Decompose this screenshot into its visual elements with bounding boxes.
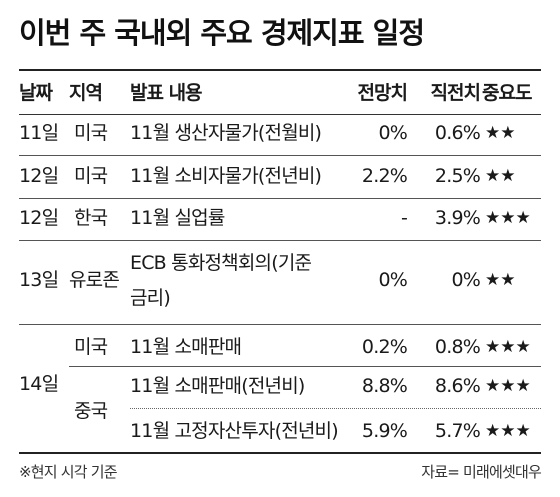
row-4-region: 유로존 <box>69 269 120 291</box>
row-4-forecast: 0% <box>378 269 407 291</box>
row-2-previous: 2.5% <box>434 165 481 187</box>
row-5-previous: 0.8% <box>434 336 481 358</box>
row-7-content: 11월 고정자산투자(전년비) <box>130 420 339 442</box>
row-6-forecast: 8.8% <box>361 375 408 397</box>
row-6-previous: 8.6% <box>434 375 481 397</box>
row-3-date: 12일 <box>19 207 59 229</box>
row-2-region: 미국 <box>74 165 108 187</box>
row-5-region: 미국 <box>74 336 108 358</box>
page-title: 이번 주 국내외 주요 경제지표 일정 <box>19 16 425 50</box>
row-6-importance: ★★★ <box>485 376 531 396</box>
row-1-region: 미국 <box>74 122 108 144</box>
header-forecast: 전망치 <box>357 82 408 104</box>
row-2-importance: ★★ <box>485 166 516 186</box>
row-1-content: 11월 생산자물가(전월비) <box>130 122 322 144</box>
row-7-forecast: 5.9% <box>361 420 408 442</box>
row-2-content: 11월 소비자물가(전년비) <box>130 165 322 187</box>
header-previous: 직전치 <box>430 82 481 104</box>
header-content: 발표 내용 <box>130 82 203 104</box>
row-4-previous: 0% <box>451 269 480 291</box>
row-3-region: 한국 <box>74 207 108 229</box>
row-6-content: 11월 소매판매(전년비) <box>130 375 305 397</box>
row-rule <box>19 155 541 156</box>
row-2-date: 12일 <box>19 165 59 187</box>
row-1-previous: 0.6% <box>434 122 481 144</box>
row-5-content: 11월 소매판매 <box>130 336 242 358</box>
row-dotted-rule <box>130 408 541 409</box>
row-rule <box>19 324 541 325</box>
row-rule <box>19 240 541 241</box>
row-7-previous: 5.7% <box>434 420 481 442</box>
table-top-rule <box>19 69 541 71</box>
row-7-importance: ★★★ <box>485 421 531 441</box>
header-importance: 중요도 <box>482 82 532 104</box>
row-2-forecast: 2.2% <box>361 165 408 187</box>
header-date: 날짜 <box>19 82 53 104</box>
row-4-date: 13일 <box>19 269 59 291</box>
row-4-importance: ★★ <box>485 270 516 290</box>
table-bottom-rule <box>19 452 541 454</box>
row-3-forecast: - <box>400 207 408 229</box>
row-4-content-line-1: ECB 통화정책회의(기준 <box>130 252 312 274</box>
row-5-importance: ★★★ <box>485 337 531 357</box>
row-4-content-line-2: 금리) <box>130 287 171 309</box>
row-3-previous: 3.9% <box>434 207 481 229</box>
row-1-forecast: 0% <box>378 122 407 144</box>
header-region: 지역 <box>69 82 103 104</box>
row-6-region: 중국 <box>74 400 108 422</box>
source-credit: 자료= 미래에셋대우 <box>421 463 542 481</box>
row-1-date: 11일 <box>19 122 59 144</box>
row-3-content: 11월 실업률 <box>130 207 225 229</box>
row-rule <box>19 198 541 199</box>
row-5-date: 14일 <box>19 373 59 395</box>
footnote: ※현지 시각 기준 <box>19 463 118 481</box>
row-1-importance: ★★ <box>485 123 516 143</box>
header-rule <box>19 114 541 115</box>
row-3-importance: ★★★ <box>485 208 531 228</box>
row-rule <box>69 366 541 367</box>
row-5-forecast: 0.2% <box>361 336 408 358</box>
